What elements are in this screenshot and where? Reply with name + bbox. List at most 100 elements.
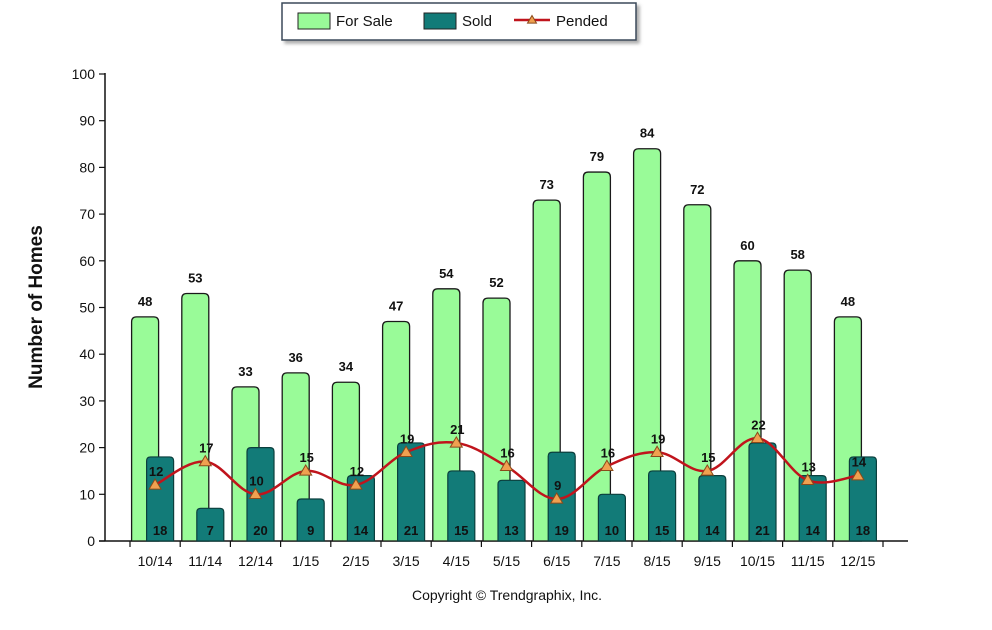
pended-label: 21 (450, 422, 464, 437)
y-tick-label: 10 (79, 486, 95, 502)
bar-sold (648, 470, 677, 542)
bar-label-sold: 14 (705, 523, 720, 538)
pended-marker (499, 459, 514, 471)
x-tick-label: 11/14 (188, 553, 222, 569)
y-tick-label: 80 (79, 159, 95, 175)
bar-label-for-sale: 73 (539, 177, 553, 192)
y-tick-label: 30 (79, 393, 95, 409)
bar-label-for-sale: 36 (288, 350, 302, 365)
bar-label-for-sale: 79 (590, 149, 604, 164)
legend-marker (526, 14, 538, 24)
bar-sold (597, 493, 626, 542)
x-tick-label: 5/15 (493, 553, 520, 569)
pended-marker (148, 477, 162, 490)
bar-sold (798, 475, 827, 542)
y-tick-label: 90 (79, 113, 95, 129)
legend-box (281, 2, 637, 41)
plot-area: 0102030405060708090100485333363447545273… (72, 66, 908, 569)
x-tick-label: 12/14 (238, 553, 273, 569)
bar-label-for-sale: 48 (138, 294, 152, 309)
bar-label-sold: 15 (655, 523, 669, 538)
y-tick-label: 60 (79, 253, 95, 269)
pended-label: 9 (554, 478, 561, 493)
bar-for-sale (582, 171, 612, 542)
legend-swatch (297, 12, 331, 30)
pended-label: 22 (751, 417, 765, 432)
bar-sold (447, 470, 476, 542)
y-tick-label: 100 (72, 66, 96, 82)
legend-label: Sold (462, 13, 492, 30)
bar-label-for-sale: 53 (188, 270, 202, 285)
x-tick-label: 9/15 (694, 553, 721, 569)
bar-label-for-sale: 52 (489, 275, 503, 290)
pended-marker (298, 463, 313, 476)
legend-swatch (423, 12, 457, 30)
bar-label-for-sale: 84 (640, 126, 655, 141)
copyright-text: Copyright © Trendgraphix, Inc. (412, 587, 602, 603)
y-tick-label: 0 (87, 533, 95, 549)
bar-label-for-sale: 33 (238, 364, 252, 379)
bar-label-sold: 13 (504, 523, 518, 538)
y-axis-label: Number of Homes (26, 225, 47, 389)
pended-label: 12 (149, 464, 163, 479)
legend-label: Pended (556, 13, 608, 30)
pended-marker (800, 473, 815, 485)
bar-label-sold: 14 (805, 523, 820, 538)
pended-label: 13 (801, 459, 815, 474)
pended-marker (700, 463, 715, 476)
pended-label: 15 (701, 450, 715, 465)
bar-label-sold: 15 (454, 523, 468, 538)
pended-marker (349, 477, 363, 490)
pended-marker (198, 454, 213, 467)
y-tick-label: 70 (79, 206, 95, 222)
x-tick-label: 12/15 (840, 553, 875, 569)
pended-marker (399, 445, 413, 457)
bar-for-sale (683, 204, 712, 542)
bar-label-for-sale: 48 (841, 294, 855, 309)
pended-marker (600, 459, 614, 471)
pended-label: 16 (601, 445, 615, 460)
legend-label: For Sale (336, 13, 393, 30)
x-tick-label: 11/15 (791, 553, 825, 569)
bar-label-for-sale: 34 (339, 359, 354, 374)
pended-label: 14 (852, 455, 867, 470)
bar-label-sold: 7 (207, 523, 214, 538)
pended-marker (851, 468, 865, 481)
bar-for-sale (632, 148, 662, 542)
bar-label-for-sale: 47 (389, 299, 403, 314)
x-tick-label: 2/15 (342, 553, 369, 569)
bar-sold (196, 507, 225, 542)
y-tick-label: 50 (79, 300, 95, 316)
bar-label-sold: 21 (404, 523, 418, 538)
x-tick-label: 4/15 (443, 553, 470, 569)
x-tick-label: 10/15 (740, 553, 775, 569)
bar-label-sold: 18 (856, 523, 870, 538)
bar-label-for-sale: 72 (690, 182, 704, 197)
bar-sold (296, 498, 325, 542)
pended-label: 16 (500, 445, 514, 460)
pended-label: 12 (350, 464, 364, 479)
x-tick-label: 6/15 (543, 553, 570, 569)
bar-sold (346, 475, 375, 542)
y-tick-label: 40 (79, 346, 95, 362)
bar-label-sold: 14 (354, 523, 369, 538)
bar-label-for-sale: 54 (439, 266, 454, 281)
pended-marker (750, 431, 765, 443)
pended-marker (549, 491, 564, 504)
bar-label-for-sale: 60 (740, 238, 754, 253)
bar-label-for-sale: 58 (790, 247, 804, 262)
bar-sold (497, 479, 526, 542)
pended-label: 19 (400, 431, 414, 446)
x-tick-label: 3/15 (392, 553, 419, 569)
bar-sold (748, 442, 777, 542)
x-tick-label: 1/15 (292, 553, 319, 569)
bar-label-sold: 21 (755, 523, 769, 538)
bar-label-sold: 10 (605, 523, 619, 538)
x-tick-label: 8/15 (643, 553, 670, 569)
bar-for-sale (783, 269, 812, 542)
bar-label-sold: 9 (307, 523, 314, 538)
bar-label-sold: 18 (153, 523, 167, 538)
pended-label: 19 (651, 431, 665, 446)
y-tick-label: 20 (79, 440, 95, 456)
